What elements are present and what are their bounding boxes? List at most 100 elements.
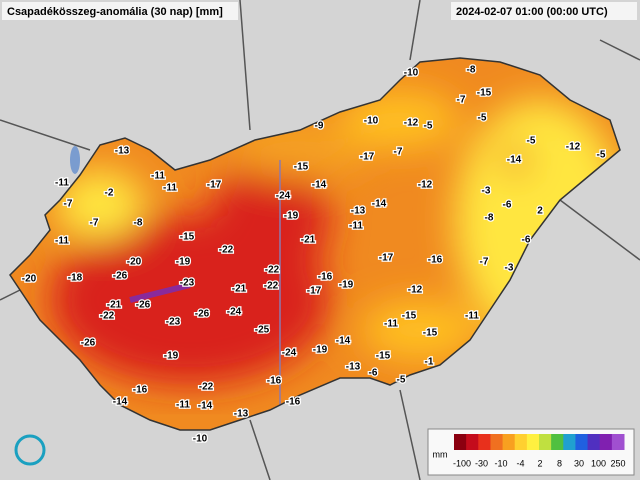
legend-label: 250: [610, 458, 625, 468]
station-value: -21: [301, 235, 316, 246]
station-value: -15: [180, 232, 195, 243]
station-value: -8: [485, 213, 494, 224]
station-value: -5: [597, 150, 606, 161]
legend-label: -100: [453, 458, 471, 468]
station-value: -21: [232, 284, 247, 295]
legend-unit: mm: [433, 449, 448, 459]
station-value: -22: [100, 311, 115, 322]
station-value: -15: [376, 351, 391, 362]
legend-label: -30: [475, 458, 488, 468]
station-value: -14: [507, 155, 522, 166]
station-value: -17: [207, 180, 222, 191]
legend-swatch: [490, 434, 504, 450]
station-value: -22: [219, 245, 234, 256]
legend-swatch: [599, 434, 613, 450]
station-value: -19: [164, 351, 179, 362]
station-value: -19: [176, 257, 191, 268]
station-value: -8: [467, 65, 476, 76]
station-value: -16: [286, 397, 301, 408]
station-value: -16: [318, 272, 333, 283]
station-value: -7: [480, 257, 489, 268]
station-value: -10: [364, 116, 379, 127]
station-value: -19: [313, 345, 328, 356]
station-value: -17: [307, 286, 322, 297]
station-value: -14: [312, 180, 327, 191]
lake: [70, 146, 80, 174]
station-value: -14: [113, 397, 128, 408]
timestamp: 2024-02-07 01:00 (00:00 UTC): [456, 6, 608, 18]
station-value: -7: [90, 218, 99, 229]
station-value: -24: [282, 348, 297, 359]
station-value: -13: [115, 146, 130, 157]
legend-label: 2: [537, 458, 542, 468]
station-value: -6: [522, 235, 531, 246]
station-value: -26: [81, 338, 96, 349]
station-value: -11: [151, 171, 165, 182]
station-value: -5: [397, 375, 406, 386]
station-value: -15: [294, 162, 309, 173]
legend-swatch: [502, 434, 516, 450]
station-value: -22: [264, 281, 279, 292]
logo: [14, 434, 46, 466]
station-value: -23: [166, 317, 181, 328]
legend: -100 -30 -10 -4 2 8 30 100 250: [453, 434, 626, 468]
station-value: -21: [107, 300, 122, 311]
station-value: -22: [199, 382, 214, 393]
station-value: -5: [478, 113, 487, 124]
station-value: -12: [404, 118, 419, 129]
station-value: -17: [360, 152, 375, 163]
station-value: -15: [423, 328, 438, 339]
timestamp-box: [451, 2, 637, 20]
station-value: -7: [394, 147, 403, 158]
station-value: -16: [267, 376, 282, 387]
legend-swatch: [526, 434, 540, 450]
station-value: -11: [176, 400, 190, 411]
station-value: -14: [198, 401, 213, 412]
station-value: -7: [64, 199, 73, 210]
station-value: -12: [566, 142, 581, 153]
station-value: -11: [55, 178, 69, 189]
legend-swatch: [478, 434, 491, 450]
station-value: -14: [372, 199, 387, 210]
station-value: 2: [537, 206, 543, 217]
station-value: -12: [418, 180, 433, 191]
legend-swatch: [611, 434, 625, 450]
station-value: -18: [68, 273, 83, 284]
legend-swatch: [539, 434, 552, 450]
station-value: -5: [424, 121, 433, 132]
station-value: -11: [384, 319, 398, 330]
station-value: -16: [428, 255, 443, 266]
station-value: -6: [369, 368, 378, 379]
station-value: -13: [234, 409, 249, 420]
legend-swatch: [563, 434, 576, 450]
station-value: -25: [255, 325, 270, 336]
station-value: -22: [265, 265, 280, 276]
station-value: -5: [527, 136, 536, 147]
station-value: -2: [105, 188, 114, 199]
station-value: -23: [180, 278, 195, 289]
station-value: -19: [284, 211, 299, 222]
station-value: -20: [127, 257, 142, 268]
legend-label: -4: [516, 458, 524, 468]
stations: -10 -8-15-7-5-9 -10 -12 -5-5-12-5-14-17 -7-13…: [21, 63, 608, 446]
station-value: -17: [379, 253, 394, 264]
station-value: -7: [457, 95, 466, 106]
station-value: -20: [22, 274, 37, 285]
legend-swatch: [514, 434, 528, 450]
station-value: -24: [276, 191, 291, 202]
station-value: -8: [134, 218, 143, 229]
station-value: -13: [351, 206, 366, 217]
station-value: -11: [465, 311, 479, 322]
legend-swatch: [466, 434, 479, 450]
station-value: -11: [55, 236, 69, 247]
station-value: -24: [227, 307, 242, 318]
legend-swatch: [454, 434, 467, 450]
station-value: -26: [136, 300, 151, 311]
station-value: -3: [505, 263, 514, 274]
station-value: -16: [133, 385, 148, 396]
station-value: -14: [336, 336, 351, 347]
station-value: -15: [402, 311, 417, 322]
